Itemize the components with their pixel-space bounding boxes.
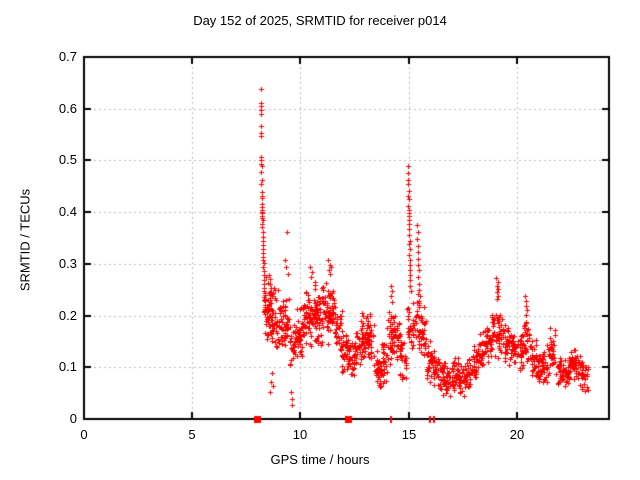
x-tick-label: 0 — [80, 427, 88, 442]
y-tick-label: 0.4 — [58, 204, 77, 219]
y-tick-label: 0.5 — [58, 152, 77, 167]
chart-title: Day 152 of 2025, SRMTID for receiver p01… — [193, 13, 447, 28]
x-axis-label: GPS time / hours — [270, 452, 370, 467]
y-tick-label: 0.1 — [58, 359, 77, 374]
y-tick-label: 0 — [69, 411, 77, 426]
x-tick-label: 20 — [509, 427, 525, 442]
y-tick-label: 0.6 — [58, 101, 77, 116]
y-axis-label: SRMTID / TECUs — [17, 188, 33, 292]
x-tick-label: 5 — [188, 427, 196, 442]
y-tick-label: 0.7 — [58, 49, 77, 64]
x-tick-label: 15 — [401, 427, 417, 442]
y-tick-label: 0.3 — [58, 256, 77, 271]
y-tick-label: 0.2 — [58, 308, 77, 323]
x-tick-label: 10 — [292, 427, 308, 442]
